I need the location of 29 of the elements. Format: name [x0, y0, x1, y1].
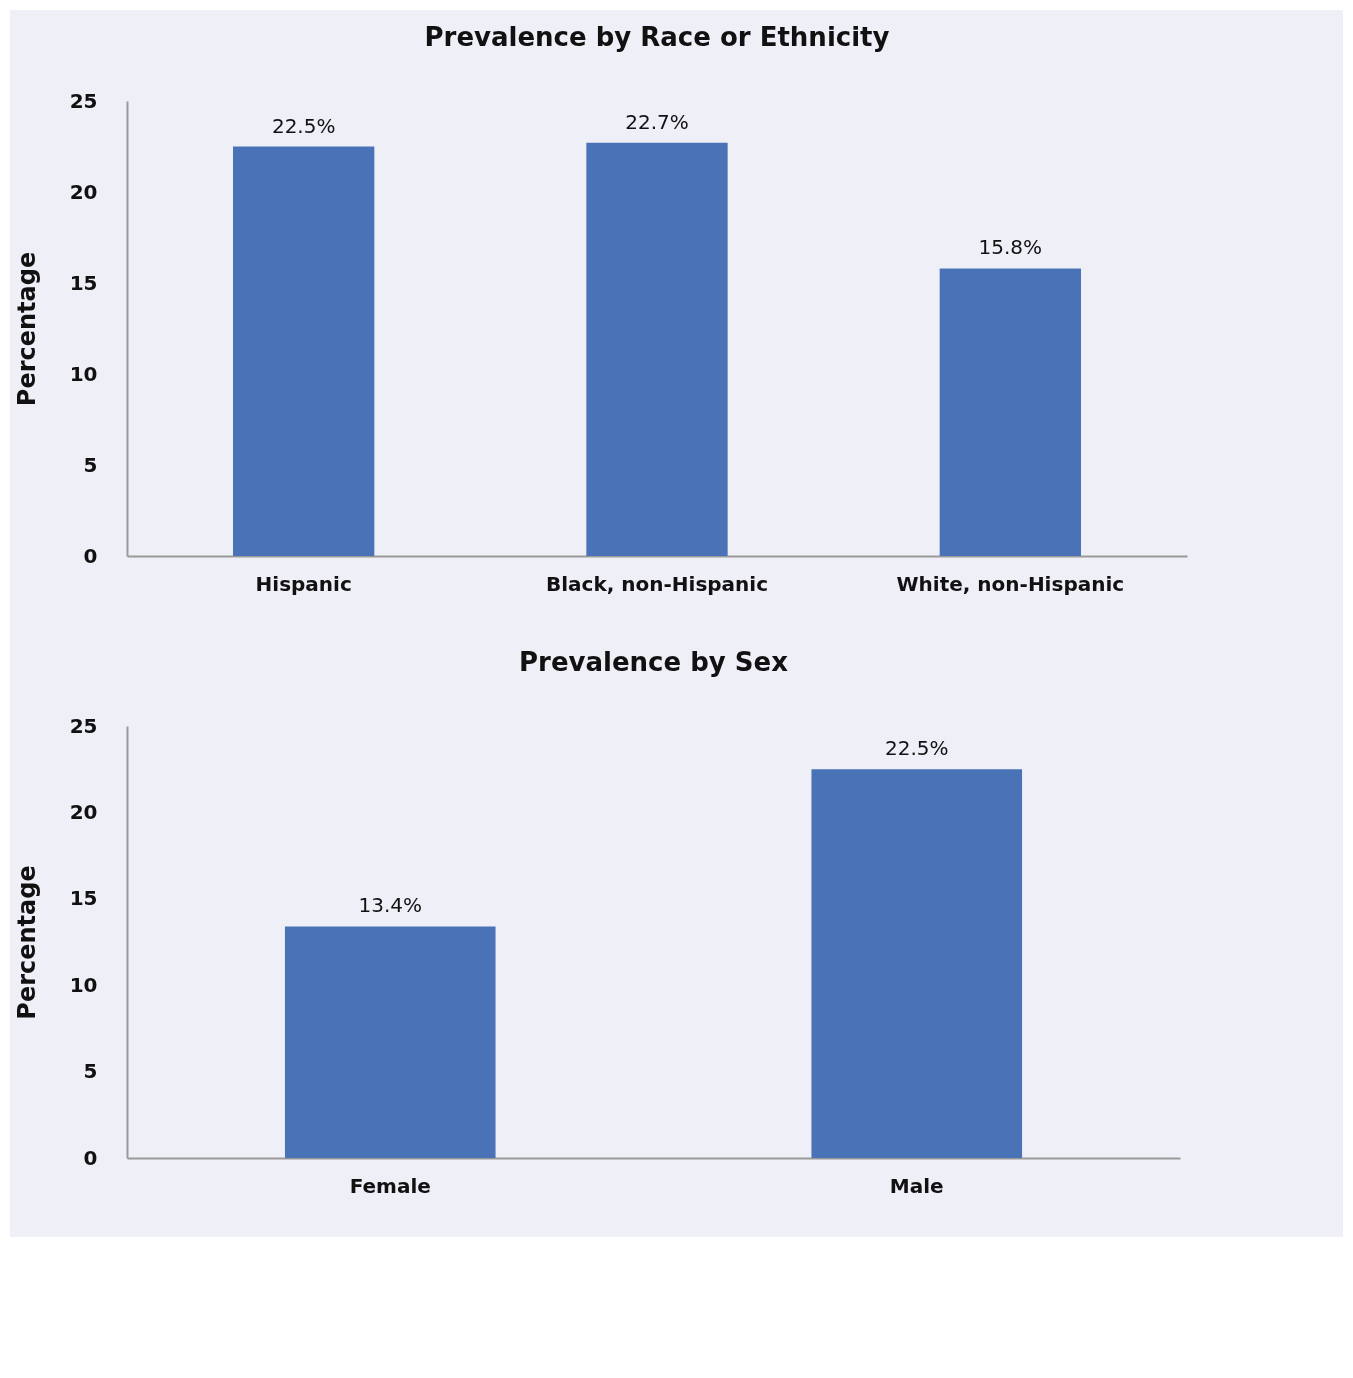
x-tick-label: Male [889, 1173, 944, 1198]
y-tick-label: 0 [83, 543, 98, 568]
y-tick-label: 5 [83, 1059, 98, 1084]
x-tick-label: White, non-Hispanic [896, 571, 1125, 596]
y-tick-label: 20 [69, 799, 98, 824]
y-tick-label: 10 [69, 361, 98, 386]
bar [233, 146, 375, 556]
data-label: 15.8% [978, 235, 1043, 260]
data-label: 22.5% [884, 736, 949, 761]
bar [939, 268, 1081, 556]
x-tick-label: Female [349, 1173, 431, 1198]
data-label: 22.7% [625, 109, 689, 134]
y-tick-label: 15 [69, 886, 98, 911]
x-tick-label: Black, non-Hispanic [545, 571, 769, 596]
chart-title: Prevalence by Sex [519, 647, 789, 677]
data-label: 22.5% [271, 113, 336, 138]
data-label: 13.4% [358, 893, 423, 918]
y-tick-label: 20 [69, 179, 98, 204]
y-tick-label: 0 [83, 1145, 98, 1170]
y-tick-label: 10 [69, 972, 98, 997]
chart-title: Prevalence by Race or Ethnicity [424, 22, 890, 52]
y-tick-label: 5 [83, 452, 98, 477]
y-tick-label: 15 [69, 270, 98, 295]
bar [586, 142, 728, 556]
y-tick-label: 25 [69, 713, 98, 738]
y-tick-label: 25 [69, 88, 98, 113]
y-axis-title: Percentage [12, 865, 41, 1020]
y-axis-title: Percentage [12, 251, 41, 407]
x-tick-label: Hispanic [255, 571, 352, 596]
